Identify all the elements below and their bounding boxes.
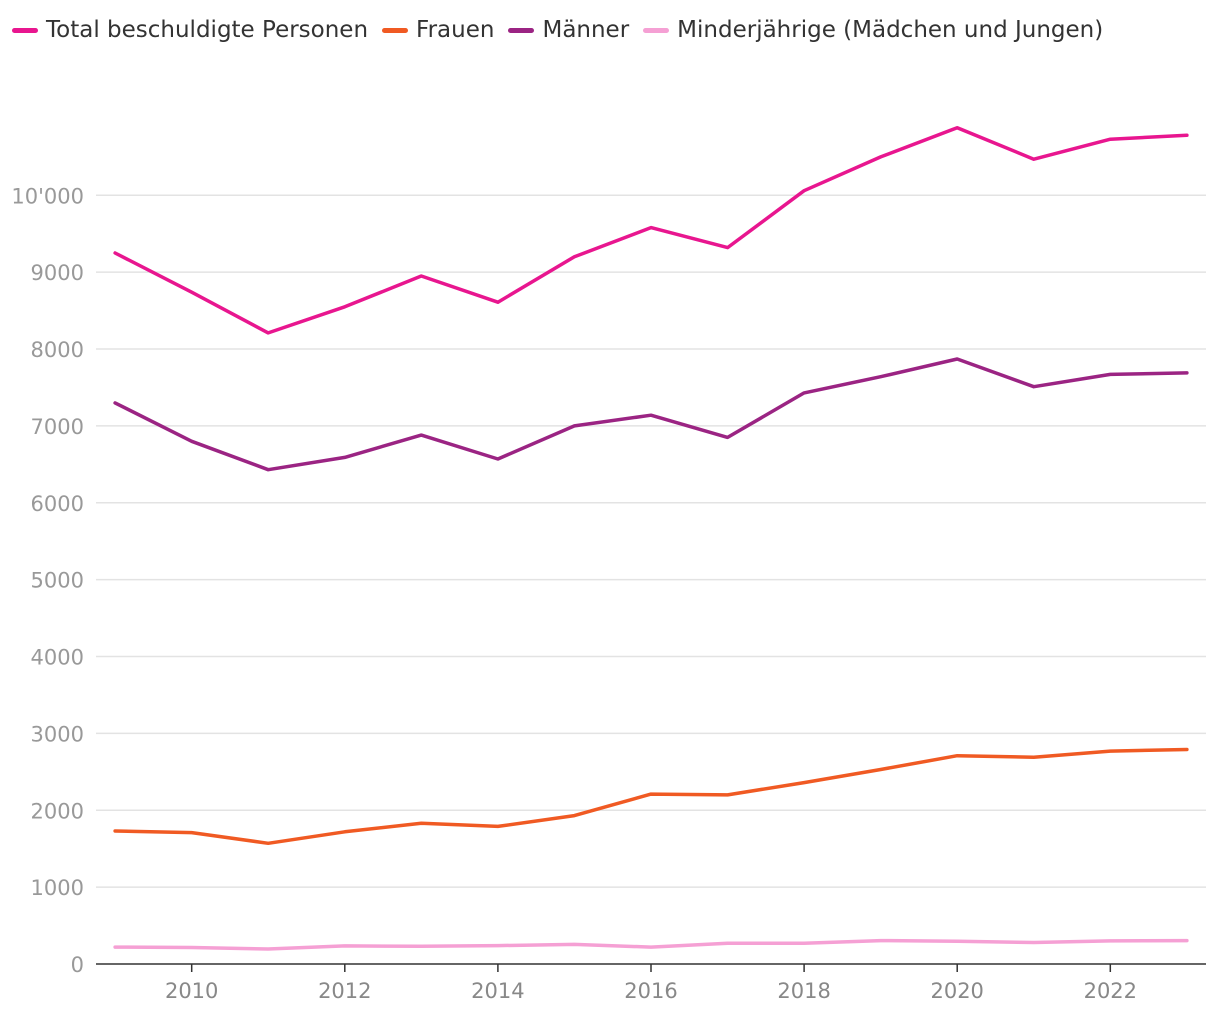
legend-item-maenner[interactable]: Männer [508,17,629,43]
x-tick-label: 2010 [165,979,218,1003]
legend-label-total: Total beschuldigte Personen [46,17,369,43]
y-tick-label: 1000 [31,876,84,900]
x-axis-ticks: 2010 2012 2014 2016 2018 2020 2022 [165,964,1137,1003]
legend-item-total[interactable]: Total beschuldigte Personen [12,17,368,43]
y-tick-label: 5000 [31,569,84,593]
legend-item-frauen[interactable]: Frauen [382,17,494,43]
legend-label-maenner: Männer [542,17,630,43]
x-tick-label: 2018 [777,979,830,1003]
x-tick-label: 2014 [471,979,524,1003]
legend: Total beschuldigte Personen Frauen Männe… [12,14,1117,46]
legend-swatch-maenner [508,27,535,33]
y-axis-ticks: 0 1000 2000 3000 4000 5000 6000 7000 8000 9000 10'… [11,184,84,977]
x-tick-label: 2016 [624,979,677,1003]
legend-label-minderjaehrige: Minderjährige (Mädchen und Jungen) [677,17,1104,43]
grid [96,194,1206,888]
y-tick-label: 9000 [31,261,84,285]
y-tick-label: 8000 [31,338,84,362]
series-line-maenner[interactable] [113,357,1189,472]
series-lines [113,125,1189,951]
y-tick-label: 10'000 [11,184,84,208]
series-line-minderjaehrige[interactable] [113,938,1189,951]
series-line-total[interactable] [113,125,1189,335]
legend-swatch-frauen [382,27,409,33]
y-tick-label: 2000 [31,799,84,823]
y-tick-label: 7000 [31,415,84,439]
x-tick-label: 2020 [930,979,983,1003]
legend-swatch-minderjaehrige [643,27,670,33]
y-tick-label: 6000 [31,492,84,516]
legend-swatch-total [12,27,38,33]
y-tick-label: 0 [71,953,84,977]
legend-label-frauen: Frauen [416,17,495,43]
series-line-frauen[interactable] [113,747,1189,846]
y-tick-label: 3000 [31,722,84,746]
y-tick-label: 4000 [31,646,84,670]
x-tick-label: 2012 [318,979,371,1003]
x-tick-label: 2022 [1084,979,1137,1003]
legend-item-minderjaehrige[interactable]: Minderjährige (Mädchen und Jungen) [643,17,1103,43]
